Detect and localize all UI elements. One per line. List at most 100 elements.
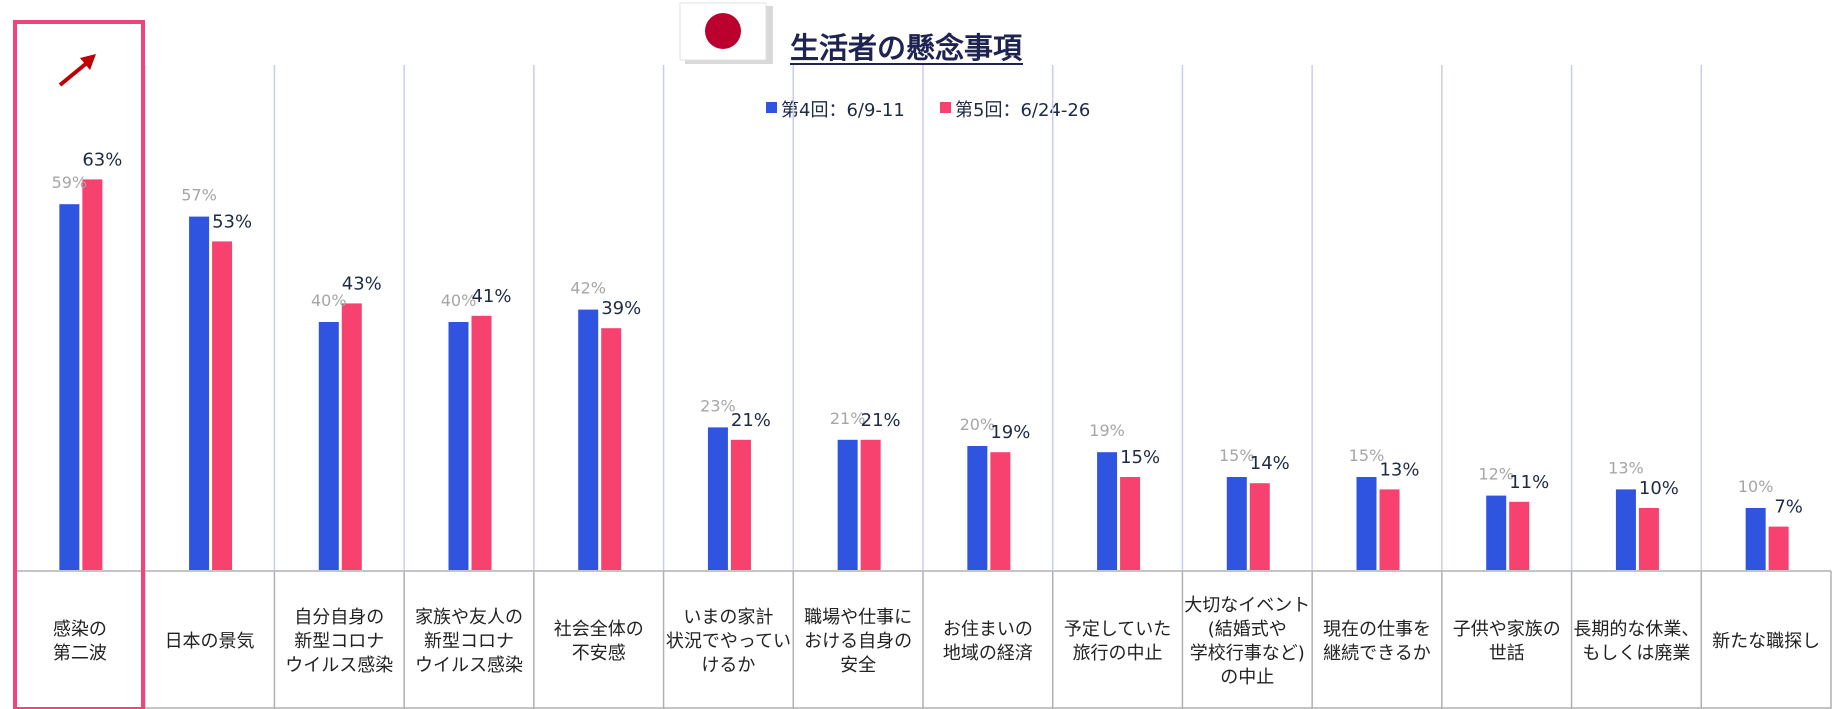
category-label: 安全	[840, 655, 876, 676]
bar-series-1	[1486, 495, 1507, 570]
legend: 第4回：6/9-11 第5回：6/24-26	[766, 100, 1090, 121]
bar-series-1	[318, 322, 339, 570]
bar-series-2	[1379, 489, 1400, 570]
category-label: 現在の仕事を	[1323, 619, 1431, 640]
bar-series-1	[707, 427, 728, 570]
data-label-series-1: 42%	[570, 279, 606, 298]
data-labels: 59%63%57%53%40%43%40%41% 42%39%23%21% 21%2…	[52, 149, 1803, 517]
data-label-series-2: 14%	[1250, 453, 1290, 474]
data-label-series-2: 7%	[1774, 497, 1803, 518]
data-label-series-2: 43%	[342, 273, 382, 294]
category-label: 職場や仕事に	[804, 607, 912, 628]
legend-swatch-series-2	[940, 102, 951, 113]
category-label: 継続できるか	[1323, 643, 1431, 664]
bar-series-2	[1768, 526, 1789, 570]
category-table: 感染の第二波日本の景気自分自身の新型コロナウイルス感染家族や友人の新型コロナウイ…	[14, 570, 1832, 709]
bar-series-2	[860, 439, 881, 570]
bars	[59, 179, 1789, 570]
bar-series-2	[1249, 483, 1270, 570]
bar-series-2	[990, 452, 1011, 570]
data-label-series-1: 40%	[311, 291, 347, 310]
category-label: 新型コロナ	[294, 631, 384, 652]
category-label: もしくは廃業	[1582, 643, 1690, 664]
bar-series-1	[1745, 508, 1766, 570]
bar-series-2	[471, 315, 492, 570]
bar-series-1	[59, 204, 80, 570]
data-label-series-2: 21%	[731, 410, 771, 431]
data-label-series-2: 19%	[990, 422, 1030, 443]
bar-series-2	[1120, 477, 1141, 570]
category-label: 地域の経済	[943, 643, 1033, 664]
bar-series-2	[212, 241, 233, 570]
data-label-series-2: 53%	[212, 211, 252, 232]
grid-separators	[143, 65, 1703, 570]
highlight-box	[13, 20, 145, 709]
category-label: 状況でやってい	[666, 631, 791, 652]
bar-series-2	[341, 303, 362, 570]
bar-series-1	[1615, 489, 1636, 570]
category-label: 不安感	[572, 643, 626, 664]
data-label-series-1: 19%	[1089, 421, 1125, 440]
data-label-series-2: 21%	[861, 410, 901, 431]
bar-series-1	[1097, 452, 1118, 570]
bar-series-2	[1509, 501, 1530, 570]
data-label-series-1: 15%	[1219, 446, 1255, 465]
category-label: おける自身の	[804, 631, 912, 652]
category-label: ウイルス感染	[415, 655, 523, 676]
category-label: 大切なイベント	[1184, 595, 1310, 616]
bar-series-1	[1356, 477, 1377, 570]
data-label-series-1: 15%	[1349, 446, 1385, 465]
category-label: お住まいの	[943, 619, 1033, 640]
bar-series-2	[82, 179, 103, 570]
category-label: けるか	[701, 655, 755, 676]
chart-title: 生活者の懸念事項	[790, 31, 1023, 65]
data-label-series-2: 13%	[1379, 459, 1419, 480]
category-label: 世話	[1489, 643, 1525, 664]
trend-up-arrow-icon	[58, 54, 96, 87]
category-label: 感染の	[53, 619, 107, 640]
legend-label-series-1: 第4回：6/9-11	[781, 100, 905, 121]
category-label: 第二波	[53, 643, 107, 664]
legend-swatch-series-1	[766, 102, 777, 113]
category-label: (結婚式や	[1208, 619, 1287, 640]
category-label: の中止	[1220, 667, 1274, 688]
category-label: いまの家計	[683, 607, 773, 628]
category-label: 子供や家族の	[1453, 619, 1561, 640]
category-label: ウイルス感染	[285, 655, 393, 676]
bar-series-1	[448, 322, 469, 570]
data-label-series-1: 13%	[1608, 458, 1644, 477]
category-label: 家族や友人の	[415, 607, 523, 628]
legend-label-series-2: 第5回：6/24-26	[955, 100, 1090, 121]
bar-series-2	[730, 439, 751, 570]
data-label-series-1: 57%	[181, 186, 217, 205]
title-block: 生活者の懸念事項	[679, 2, 1024, 65]
bar-series-1	[1226, 477, 1247, 570]
data-label-series-2: 39%	[601, 298, 641, 319]
category-label: 社会全体の	[554, 619, 644, 640]
bar-series-1	[967, 446, 988, 570]
data-label-series-1: 10%	[1738, 477, 1774, 496]
flag-sun	[705, 13, 741, 49]
category-label: 長期的な休業、	[1573, 619, 1699, 640]
bar-series-2	[601, 328, 622, 570]
data-label-series-2: 15%	[1120, 447, 1160, 468]
data-label-series-1: 12%	[1478, 465, 1514, 484]
bar-series-1	[189, 216, 210, 570]
bar-series-1	[578, 309, 599, 570]
category-label: 予定していた	[1064, 619, 1171, 640]
data-label-series-2: 63%	[82, 149, 122, 170]
data-label-series-1: 40%	[441, 291, 477, 310]
category-label: 学校行事など)	[1190, 643, 1305, 664]
category-label: 旅行の中止	[1073, 643, 1163, 664]
data-label-series-2: 41%	[471, 286, 511, 307]
category-label: 新型コロナ	[424, 631, 514, 652]
data-label-series-1: 23%	[700, 396, 736, 415]
bar-series-1	[837, 439, 858, 570]
data-label-series-1: 21%	[830, 409, 866, 428]
data-label-series-1: 20%	[960, 415, 996, 434]
bar-series-2	[1638, 508, 1659, 570]
category-label: 日本の景気	[165, 631, 255, 652]
data-label-series-2: 10%	[1639, 478, 1679, 499]
category-label: 自分自身の	[294, 607, 384, 628]
